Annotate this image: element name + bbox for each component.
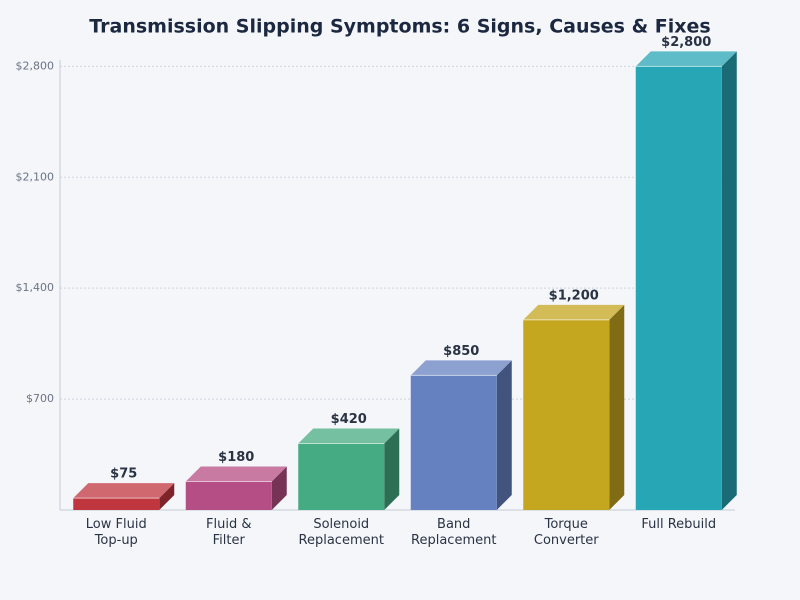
bar-side (721, 51, 737, 511)
bar-side (159, 483, 175, 510)
bar (635, 66, 722, 511)
bar-top (410, 360, 512, 376)
x-tick-label: Full Rebuild (641, 517, 717, 532)
value-label: $420 (331, 412, 367, 427)
bar-top (523, 304, 625, 320)
bar (185, 481, 272, 510)
chart-title: Transmission Slipping Symptoms: 6 Signs,… (89, 16, 710, 38)
bar-top (635, 51, 737, 67)
y-tick-label: $2,100 (16, 170, 55, 183)
x-tick-label: Low Fluid Top-up (85, 517, 147, 548)
bar (523, 319, 610, 510)
y-tick-label: $2,800 (16, 59, 55, 72)
bar (410, 375, 497, 510)
value-label: $180 (218, 450, 254, 465)
bar (73, 498, 160, 510)
x-tick-label: Band Replacement (411, 517, 497, 548)
value-label: $850 (443, 344, 479, 359)
bar-top (73, 483, 175, 499)
x-tick-label: Torque Converter (533, 517, 599, 548)
bar-top (185, 466, 287, 482)
value-label: $75 (110, 467, 137, 482)
y-tick-label: $700 (26, 392, 54, 405)
y-tick-label: $1,400 (16, 281, 55, 294)
bar-side (609, 304, 625, 510)
bar-top (298, 428, 400, 444)
x-tick-label: Solenoid Replacement (298, 517, 384, 548)
bar-side (384, 428, 400, 510)
bar (298, 443, 385, 510)
x-tick-label: Fluid & Filter (206, 517, 252, 548)
value-label: $2,800 (661, 35, 711, 50)
bar-side (496, 360, 512, 510)
value-label: $1,200 (549, 288, 599, 303)
bar-side (271, 466, 287, 510)
